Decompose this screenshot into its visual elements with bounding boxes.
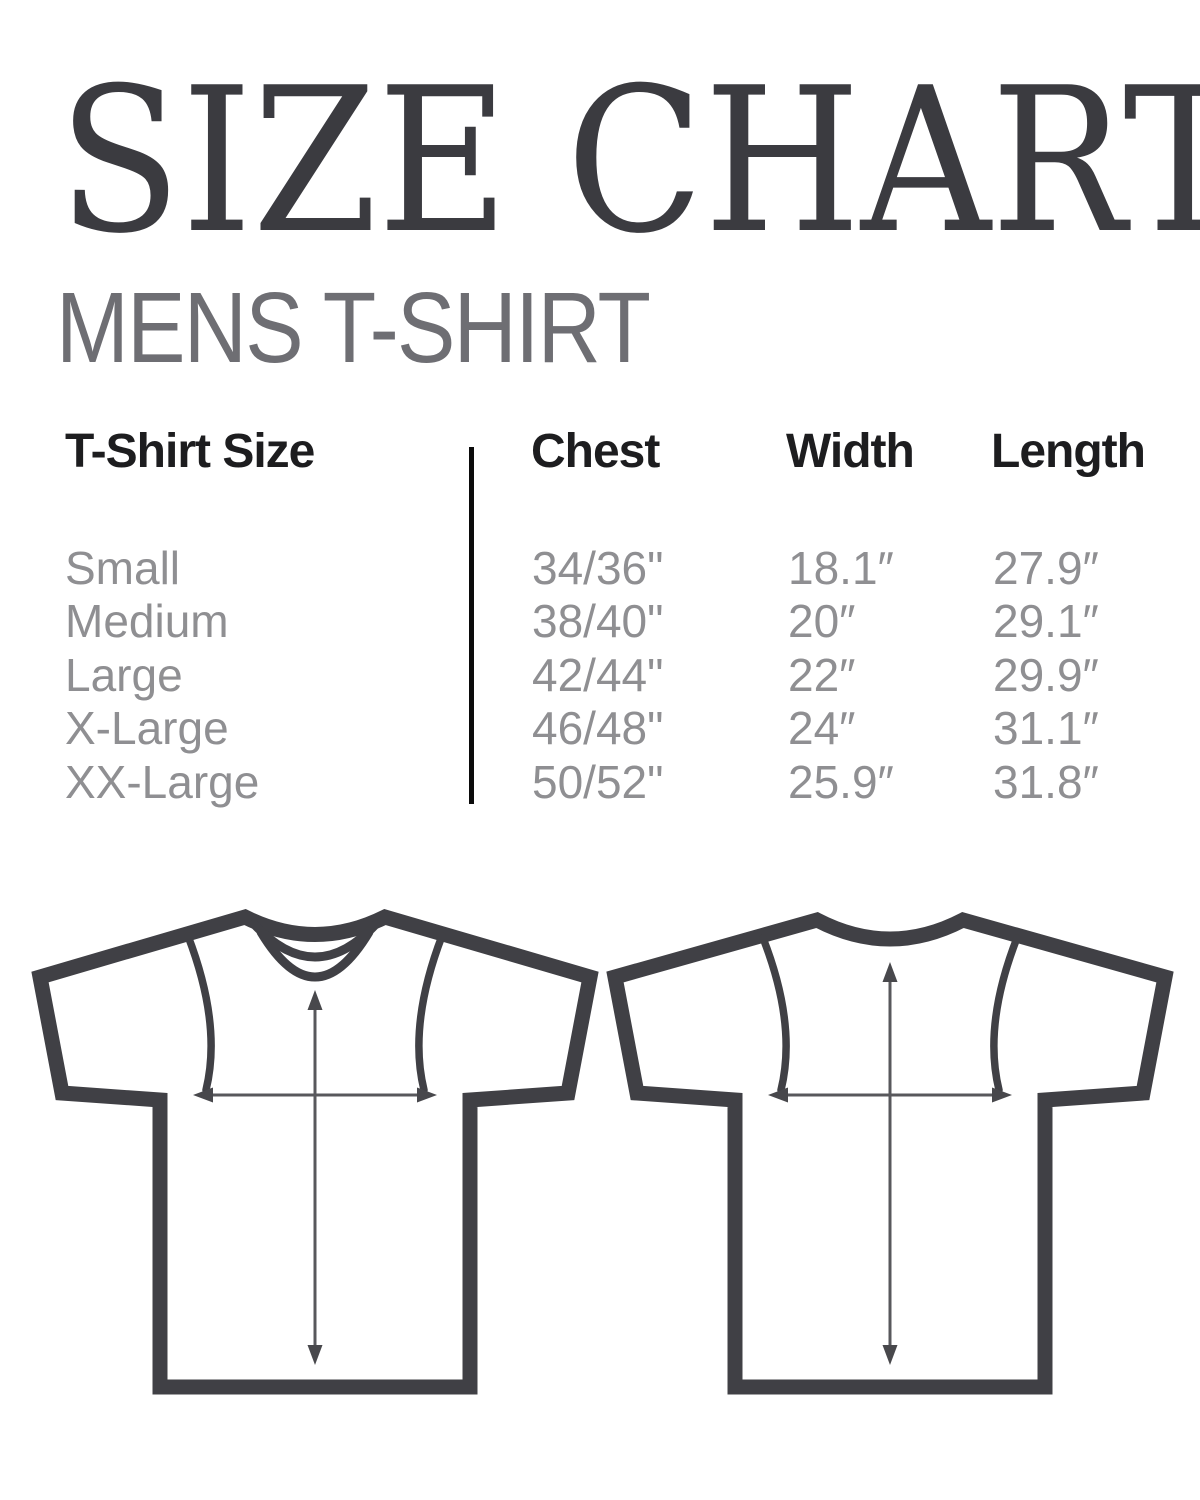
width-cell: 18.1″ [788, 542, 894, 594]
size-cell: XX-Large [65, 756, 260, 808]
back-sleeve-seam-left [759, 934, 790, 1094]
back-sleeve-seam-right [990, 934, 1021, 1094]
front-length-arrowhead-bottom [307, 1345, 323, 1365]
page-title: SIZE CHART [58, 45, 1200, 278]
header-tshirt-size: T-Shirt Size [65, 425, 315, 478]
size-cell: Small [65, 542, 181, 594]
table-row: X-Large 46/48" 24″ 31.1″ [0, 702, 1200, 755]
width-cell: 25.9″ [788, 756, 894, 808]
length-cell: 29.1″ [993, 595, 1099, 647]
table-header-row: T-Shirt Size Chest Width Length [0, 424, 1200, 480]
front-width-arrowhead-right [417, 1087, 437, 1103]
table-row: Medium 38/40" 20″ 29.1″ [0, 595, 1200, 648]
front-sleeve-seam-left [184, 932, 215, 1094]
back-width-arrowhead-left [768, 1087, 788, 1103]
size-cell: Medium [65, 595, 229, 647]
table-row: Large 42/44" 22″ 29.9″ [0, 649, 1200, 702]
page-subtitle: MENS T-SHIRT [56, 272, 651, 384]
chest-cell: 34/36" [532, 542, 664, 594]
chest-cell: 50/52" [532, 756, 664, 808]
front-collar-outer-arc [256, 927, 374, 982]
length-cell: 29.9″ [993, 649, 1099, 701]
chest-cell: 46/48" [532, 702, 664, 754]
tshirt-back-diagram-icon [606, 911, 1174, 1395]
table-row: XX-Large 50/52" 25.9″ 31.8″ [0, 756, 1200, 809]
front-width-arrowhead-left [193, 1087, 213, 1103]
length-cell: 27.9″ [993, 542, 1099, 594]
header-length: Length [991, 425, 1146, 478]
front-length-arrowhead-top [307, 990, 323, 1010]
width-cell: 24″ [788, 702, 856, 754]
table-divider [469, 447, 474, 804]
length-cell: 31.1″ [993, 702, 1099, 754]
front-sleeve-seam-right [415, 932, 446, 1094]
back-length-arrowhead-top [882, 962, 898, 982]
chest-cell: 42/44" [532, 649, 664, 701]
tshirt-front-diagram-icon [31, 908, 599, 1395]
length-cell: 31.8″ [993, 756, 1099, 808]
width-cell: 20″ [788, 595, 856, 647]
back-width-arrowhead-right [992, 1087, 1012, 1103]
chest-cell: 38/40" [532, 595, 664, 647]
header-width: Width [786, 425, 915, 478]
size-cell: Large [65, 649, 183, 701]
header-chest: Chest [531, 425, 660, 478]
width-cell: 22″ [788, 649, 856, 701]
table-row: Small 34/36" 18.1″ 27.9″ [0, 542, 1200, 595]
back-length-arrowhead-bottom [882, 1345, 898, 1365]
size-cell: X-Large [65, 702, 229, 754]
